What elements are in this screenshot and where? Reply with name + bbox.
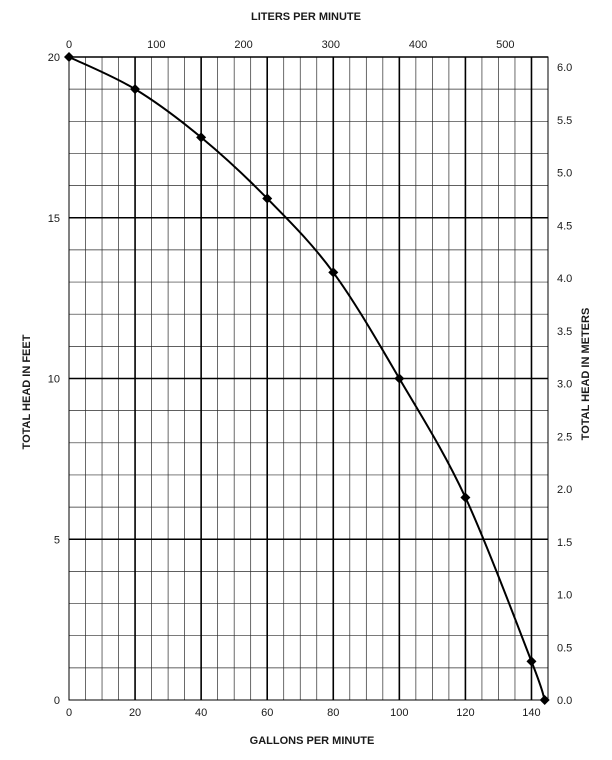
data-point-marker: [64, 52, 74, 62]
data-point-marker: [394, 373, 405, 384]
series-layer: [64, 52, 550, 705]
y-tick-label: 0: [54, 695, 60, 707]
x-tick-label: 100: [390, 707, 408, 719]
x-tick-label: 20: [129, 707, 141, 719]
x2-tick-label: 100: [147, 39, 165, 51]
y2-tick-label: 0.0: [557, 695, 572, 707]
y2-tick-label: 2.0: [557, 484, 572, 496]
y2-tick-label: 4.5: [557, 220, 572, 232]
y2-tick-label: 0.5: [557, 642, 572, 654]
data-point-marker: [130, 84, 141, 95]
x-tick-label: 120: [456, 707, 474, 719]
x2-tick-label: 400: [409, 39, 427, 51]
y2-tick-label: 4.0: [557, 273, 572, 285]
y2-tick-label: 5.0: [557, 168, 572, 180]
x2-tick-label: 500: [496, 39, 514, 51]
plot-frame: [68, 56, 549, 701]
y2-tick-label: 1.5: [557, 537, 572, 549]
data-point-marker: [526, 656, 537, 667]
x-tick-label: 80: [327, 707, 339, 719]
x-tick-label: 40: [195, 707, 207, 719]
x-axis-title: GALLONS PER MINUTE: [250, 735, 375, 747]
y-tick-label: 10: [48, 374, 60, 386]
data-point-marker: [460, 492, 471, 503]
pump-curve-line: [68, 56, 546, 701]
data-point-marker: [196, 132, 207, 143]
data-point-marker: [262, 193, 273, 204]
y2-tick-label: 3.5: [557, 326, 572, 338]
x2-axis-title: LITERS PER MINUTE: [251, 11, 361, 23]
y2-tick-label: 6.0: [557, 62, 572, 74]
x2-tick-label: 0: [66, 39, 72, 51]
y2-tick-label: 3.0: [557, 379, 572, 391]
x-tick-label: 0: [66, 707, 72, 719]
y-tick-label: 5: [54, 534, 60, 546]
x-tick-label: 60: [261, 707, 273, 719]
data-point-marker: [328, 267, 339, 278]
x-tick-label: 140: [522, 707, 540, 719]
y2-tick-label: 5.5: [557, 115, 572, 127]
data-point-marker: [539, 695, 550, 705]
x2-tick-label: 300: [322, 39, 340, 51]
y-axis-title: TOTAL HEAD IN FEET: [21, 334, 33, 449]
y2-tick-label: 2.5: [557, 431, 572, 443]
x2-tick-label: 200: [234, 39, 252, 51]
y-tick-label: 15: [48, 213, 60, 225]
y2-tick-label: 1.0: [557, 590, 572, 602]
y-tick-label: 20: [48, 52, 60, 64]
y2-axis-title: TOTAL HEAD IN METERS: [580, 308, 592, 441]
